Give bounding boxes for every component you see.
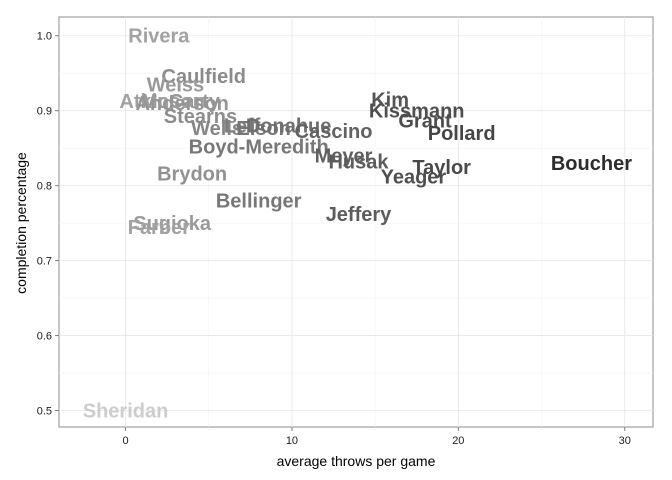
point-labels: Rivera Sheridan CaulfieldWeissMcCartyAtkin… <box>83 26 632 423</box>
point-label: Leff <box>224 116 261 138</box>
point-label: Kissmann <box>369 101 465 123</box>
y-tick-label: 0.7 <box>37 256 52 268</box>
y-tick-label: 0.9 <box>37 106 52 118</box>
point-label: Grant <box>398 110 452 132</box>
point-label: Husak <box>328 152 389 174</box>
point-label: Anderson <box>135 93 228 115</box>
point-label: Jeffery <box>326 204 392 226</box>
point-label: Kim <box>371 89 409 111</box>
point-label: Farber <box>128 217 190 239</box>
axis-ticks: 0 10 20 30 0.5 0.6 0.7 0.8 0.9 1.0 <box>37 31 631 447</box>
x-tick-label: 0 <box>122 435 128 447</box>
point-label: Boyd-Meredith <box>189 137 329 159</box>
point-label: McCarty <box>141 91 221 113</box>
point-label: Brydon <box>157 164 227 186</box>
point-label: Wells <box>191 118 243 140</box>
point-label: Pollard <box>428 123 496 145</box>
point-label: Sugioka <box>133 213 212 235</box>
point-label: Boucher <box>551 153 632 175</box>
point-label: Bellinger <box>216 191 302 213</box>
plot-panel <box>58 16 654 428</box>
y-tick-label: 1.0 <box>37 31 52 43</box>
point-label: Stearns <box>164 106 237 128</box>
grid <box>59 17 653 427</box>
point-label: Yeager <box>381 167 447 189</box>
point-label: Sheridan <box>83 401 169 423</box>
point-label: Rivera <box>128 26 190 48</box>
x-tick-label: 10 <box>286 435 298 447</box>
y-tick-label: 0.8 <box>37 181 52 193</box>
y-tick-label: 0.6 <box>37 331 52 343</box>
point-label: Atkinson <box>119 91 205 113</box>
point-label: Cascino <box>295 121 373 143</box>
x-tick-label: 20 <box>452 435 464 447</box>
x-tick-label: 30 <box>619 435 631 447</box>
y-axis-title: completion percentage <box>13 152 29 294</box>
point-label: Caulfield <box>162 66 246 88</box>
point-label: Donahue <box>246 116 332 138</box>
point-label: Elson <box>236 118 290 140</box>
y-tick-label: 0.5 <box>37 406 52 418</box>
x-axis-title: average throws per game <box>277 453 436 469</box>
point-label: Taylor <box>412 157 471 179</box>
point-label: Meyer <box>315 146 373 168</box>
point-label: Weiss <box>147 74 204 96</box>
